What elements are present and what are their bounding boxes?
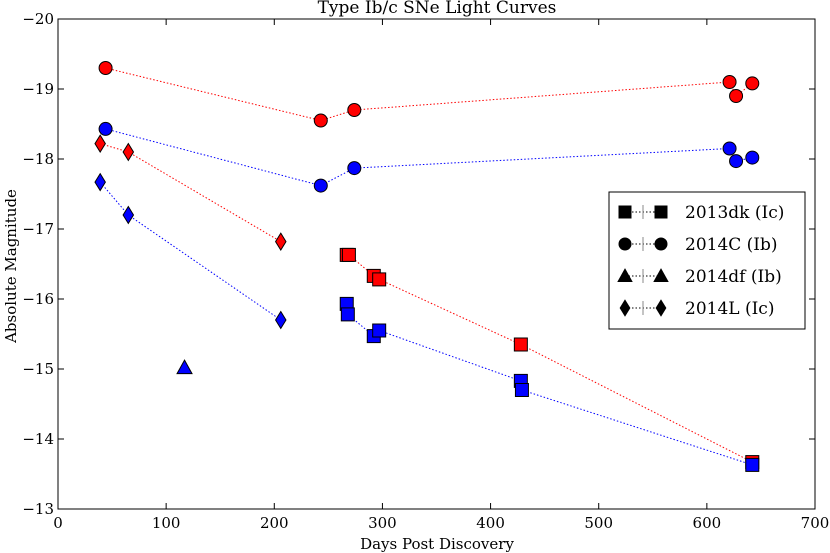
x-axis-label: Days Post Discovery [360,535,514,553]
data-point [722,141,737,156]
x-tick-label: 300 [368,514,397,532]
data-point [341,247,356,262]
data-point [122,142,135,162]
data-point [313,178,328,193]
data-point [313,113,328,128]
data-point [745,76,760,91]
data-point [122,205,135,225]
legend-entry: 2014L (Ic) [619,299,774,319]
y-tick-label: −17 [22,220,54,238]
x-tick-label: 700 [801,514,830,532]
legend-box [608,191,806,330]
series-line [99,181,282,321]
series-circle-red [98,61,760,128]
data-point [514,383,529,397]
y-axis-label: Absolute Magnitude [2,189,20,344]
legend-entry: 2013dk (Ic) [618,203,784,223]
data-point [729,154,744,169]
legend-marker [654,237,668,251]
y-tick-label: −16 [22,290,54,308]
series-line [105,67,753,122]
axis-ticks: 0 100 200 300 400 500 600 700 −13 −14 −15 −16 −17 −18… [22,10,829,532]
x-tick-label: 600 [693,514,722,532]
y-tick-label: −15 [22,360,54,378]
data-point [98,121,113,136]
x-tick-label: 0 [53,514,63,532]
series-line [105,128,753,187]
x-tick-label: 100 [152,514,181,532]
y-tick-label: −14 [22,430,54,448]
data-point [176,359,193,375]
data-point [745,457,760,472]
data-point [347,103,362,117]
legend-marker [655,299,667,317]
data-point [372,323,387,338]
legend-marker [653,268,669,283]
legend-entry: 2014C (Ib) [618,235,778,255]
legend-marker [617,268,633,283]
legend-marker [619,299,631,317]
data-point [98,61,113,75]
x-tick-label: 200 [260,514,289,532]
data-point [372,272,387,287]
legend-label: 2013dk (Ic) [685,203,784,223]
x-tick-label: 400 [476,514,505,532]
y-tick-label: −18 [22,150,54,168]
legend-label: 2014df (Ib) [685,267,782,287]
series-triangle-blue [176,359,193,375]
chart-title: Type Ib/c SNe Light Curves [318,0,557,18]
data-point [729,89,744,103]
data-point [94,134,106,154]
data-point [94,172,106,192]
legend-label: 2014L (Ic) [685,299,774,319]
legend-label: 2014C (Ib) [685,235,778,255]
legend-marker [618,205,632,219]
data-point [513,337,528,352]
legend-marker [618,237,632,251]
data-point [274,232,287,252]
series-diamond-blue [94,172,287,330]
series-square-blue [339,296,760,472]
data-point [745,150,760,165]
series-circle-blue [98,121,760,193]
y-tick-label: −13 [22,500,54,518]
series-diamond-red [94,134,287,252]
data-point [722,75,737,89]
x-tick-label: 500 [584,514,613,532]
plot-frame [57,18,816,510]
y-tick-label: −19 [22,80,54,98]
data-point [340,307,355,322]
y-tick-label: −20 [22,10,54,28]
plot-series [94,61,760,472]
legend-entry: 2014df (Ib) [617,267,782,287]
legend-marker [654,205,668,219]
data-point [347,161,362,176]
data-point [274,310,287,330]
legend: 2013dk (Ic) 2014C (Ib) 2014df (Ib) 2014L (I… [608,191,806,330]
